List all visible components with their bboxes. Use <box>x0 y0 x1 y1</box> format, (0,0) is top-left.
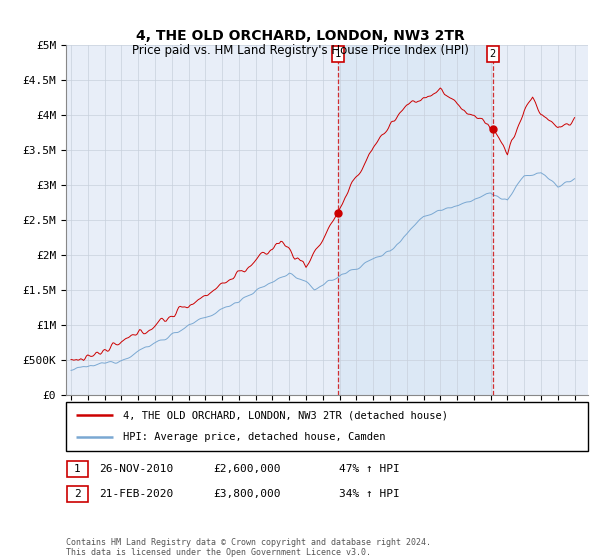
Text: 1: 1 <box>74 464 81 474</box>
Text: £3,800,000: £3,800,000 <box>213 489 281 499</box>
Text: 4, THE OLD ORCHARD, LONDON, NW3 2TR (detached house): 4, THE OLD ORCHARD, LONDON, NW3 2TR (det… <box>124 410 448 421</box>
Text: 2: 2 <box>74 489 81 499</box>
Text: 21-FEB-2020: 21-FEB-2020 <box>99 489 173 499</box>
Text: 47% ↑ HPI: 47% ↑ HPI <box>339 464 400 474</box>
Text: £2,600,000: £2,600,000 <box>213 464 281 474</box>
Text: 26-NOV-2010: 26-NOV-2010 <box>99 464 173 474</box>
Text: HPI: Average price, detached house, Camden: HPI: Average price, detached house, Camd… <box>124 432 386 442</box>
Text: 1: 1 <box>335 49 341 59</box>
Text: Price paid vs. HM Land Registry's House Price Index (HPI): Price paid vs. HM Land Registry's House … <box>131 44 469 57</box>
Text: 2: 2 <box>490 49 496 59</box>
Text: 4, THE OLD ORCHARD, LONDON, NW3 2TR: 4, THE OLD ORCHARD, LONDON, NW3 2TR <box>136 29 464 44</box>
Text: 34% ↑ HPI: 34% ↑ HPI <box>339 489 400 499</box>
Bar <box>338 45 493 395</box>
Text: Contains HM Land Registry data © Crown copyright and database right 2024.
This d: Contains HM Land Registry data © Crown c… <box>66 538 431 557</box>
